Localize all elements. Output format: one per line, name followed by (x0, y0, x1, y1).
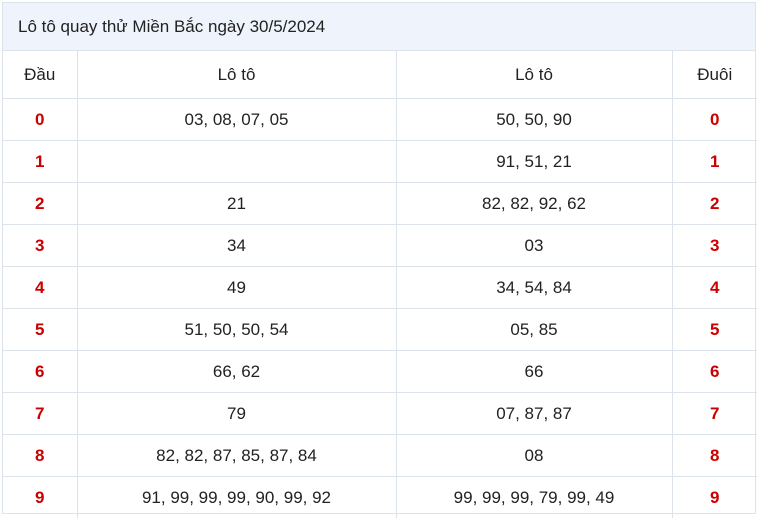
header-loto-left: Lô tô (77, 51, 397, 99)
dau-cell: 5 (3, 308, 78, 351)
loto-left-cell: 34 (77, 224, 397, 267)
dau-cell: 9 (3, 476, 78, 518)
table-row: 8 82, 82, 87, 85, 87, 84 08 8 (3, 434, 757, 477)
loto-left-cell: 91, 99, 99, 99, 90, 99, 92 (77, 476, 397, 518)
dau-cell: 6 (3, 350, 78, 393)
loto-right-cell: 50, 50, 90 (396, 98, 673, 141)
duoi-cell: 3 (672, 224, 757, 267)
loto-right-cell: 08 (396, 434, 673, 477)
loto-left-cell (77, 140, 397, 183)
loto-left-cell: 49 (77, 266, 397, 309)
dau-cell: 7 (3, 392, 78, 435)
card-title: Lô tô quay thử Miền Bắc ngày 30/5/2024 (3, 3, 755, 51)
loto-left-cell: 21 (77, 182, 397, 225)
duoi-cell: 8 (672, 434, 757, 477)
loto-right-cell: 05, 85 (396, 308, 673, 351)
duoi-cell: 9 (710, 487, 720, 507)
header-duoi: Đuôi (672, 51, 757, 99)
loto-left-cell: 03, 08, 07, 05 (77, 98, 397, 141)
header-row: Đầu Lô tô Lô tô Đuôi (3, 51, 757, 99)
loto-left-cell: 51, 50, 50, 54 (77, 308, 397, 351)
dau-cell: 2 (3, 182, 78, 225)
loto-left-cell: 66, 62 (77, 350, 397, 393)
loto-right-cell: 82, 82, 92, 62 (396, 182, 673, 225)
table-row: 5 51, 50, 50, 54 05, 85 5 (3, 308, 757, 351)
header-loto-right: Lô tô (396, 51, 673, 99)
dau-cell: 8 (3, 434, 78, 477)
table-row: 9 91, 99, 99, 99, 90, 99, 92 99, 99, 99,… (3, 476, 757, 518)
table-row: 1 91, 51, 21 1 (3, 140, 757, 183)
duoi-cell: 2 (672, 182, 757, 225)
duoi-cell: 0 (672, 98, 757, 141)
duoi-cell: 6 (672, 350, 757, 393)
header-dau: Đầu (3, 51, 78, 99)
loto-right-cell: 03 (396, 224, 673, 267)
loto-left-cell: 82, 82, 87, 85, 87, 84 (77, 434, 397, 477)
table-row: 7 79 07, 87, 87 7 (3, 392, 757, 435)
loto-table: Đầu Lô tô Lô tô Đuôi 0 03, 08, 07, 05 50… (3, 51, 757, 518)
table-row: 0 03, 08, 07, 05 50, 50, 90 0 (3, 98, 757, 141)
table-row: 4 49 34, 54, 84 4 (3, 266, 757, 309)
dau-cell: 4 (3, 266, 78, 309)
dau-cell: 3 (3, 224, 78, 267)
dau-cell: 1 (3, 140, 78, 183)
loto-right-cell: 99, 99, 99, 79, 99, 49 (396, 476, 673, 518)
duoi-cell: 1 (672, 140, 757, 183)
loto-right-cell: 66 (396, 350, 673, 393)
table-row: 2 21 82, 82, 92, 62 2 (3, 182, 757, 225)
loto-right-cell: 91, 51, 21 (396, 140, 673, 183)
table-row: 6 66, 62 66 6 (3, 350, 757, 393)
duoi-cell: 4 (672, 266, 757, 309)
duoi-cell: 7 (672, 392, 757, 435)
loto-right-cell: 34, 54, 84 (396, 266, 673, 309)
dau-cell: 0 (3, 98, 78, 141)
table-row: 3 34 03 3 (3, 224, 757, 267)
loto-left-cell: 79 (77, 392, 397, 435)
loto-right-cell: 07, 87, 87 (396, 392, 673, 435)
duoi-cell: 5 (672, 308, 757, 351)
